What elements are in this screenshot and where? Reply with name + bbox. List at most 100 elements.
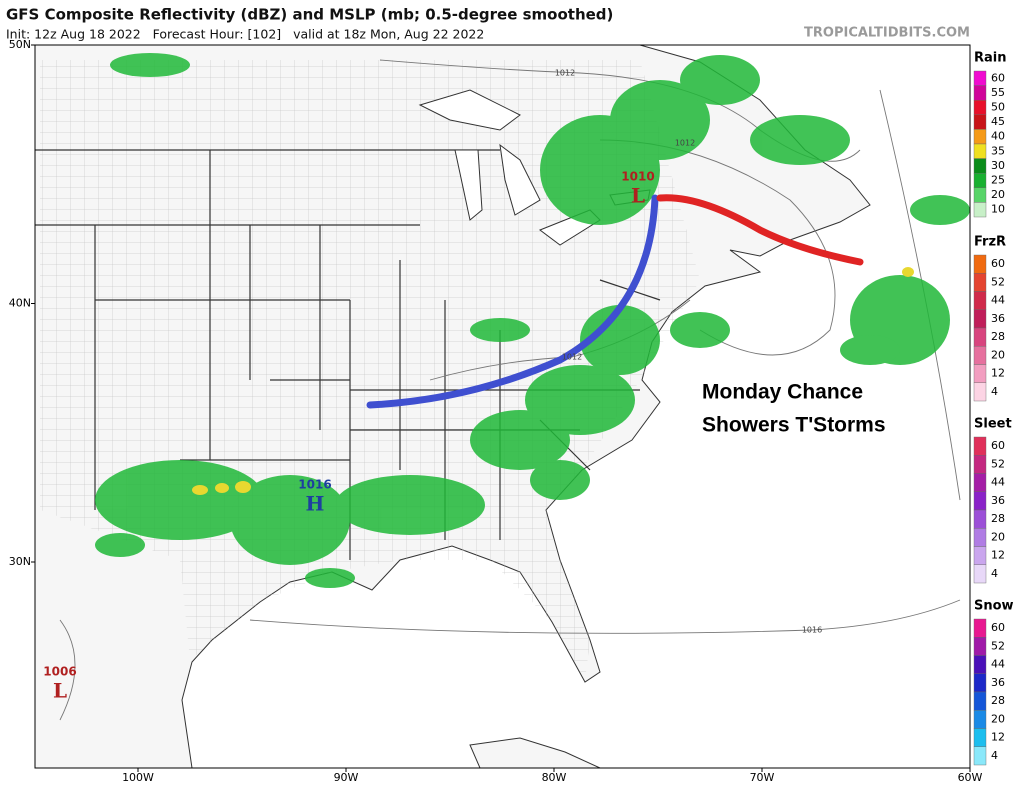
cuba: [469, 737, 601, 768]
legend-swatch: [973, 655, 987, 674]
legend-title: Snow: [974, 599, 1014, 614]
legend-swatch: [973, 187, 987, 203]
map-frame: [34, 44, 971, 769]
legend-level: 28: [991, 330, 1005, 343]
legend-level: 36: [991, 312, 1005, 325]
legend-level: 44: [991, 294, 1005, 307]
legend-level: 4: [991, 567, 998, 580]
legend-level: 52: [991, 275, 1005, 288]
heavy-rain-cells: [192, 267, 914, 495]
longitude-label: 60W: [958, 771, 983, 784]
legend-swatch: [973, 691, 987, 711]
latitude-label: 30N: [9, 555, 31, 568]
legend-level: 45: [991, 115, 1005, 128]
legend-level: 28: [991, 694, 1005, 707]
legend-level: 36: [991, 494, 1005, 507]
legend-swatch: [973, 70, 987, 86]
legend-level: 12: [991, 549, 1005, 562]
legend-swatch: [973, 382, 987, 402]
legend-swatch: [973, 99, 987, 115]
warm-front: [656, 194, 864, 266]
legend-swatch: [973, 746, 987, 766]
legend-level: 52: [991, 457, 1005, 470]
legend-swatch: [973, 564, 987, 584]
legend-swatch: [973, 309, 987, 329]
legend-level: 20: [991, 188, 1005, 201]
legend-level: 40: [991, 130, 1005, 143]
legend-level: 12: [991, 367, 1005, 380]
legend-level: 44: [991, 476, 1005, 489]
legend-swatch: [973, 129, 987, 145]
legend-swatch: [973, 327, 987, 347]
legend-swatch: [973, 436, 987, 456]
longitude-label: 80W: [542, 771, 567, 784]
legend-swatch: [973, 528, 987, 547]
legend-level: 35: [991, 144, 1005, 157]
legend-level: 20: [991, 530, 1005, 543]
legend-level: 25: [991, 174, 1005, 187]
legend-level: 4: [991, 385, 998, 398]
legend-level: 4: [991, 749, 998, 762]
legend-swatch: [973, 273, 987, 292]
legend-swatch: [973, 143, 987, 159]
legend-swatch: [973, 172, 987, 188]
legend-swatch: [973, 673, 987, 693]
rain-areas: [95, 53, 970, 588]
legend-level: 60: [991, 621, 1005, 634]
legend-title: Rain: [974, 51, 1007, 66]
legend-level: 55: [991, 86, 1005, 99]
legend-level: 30: [991, 159, 1005, 172]
legend-swatch: [973, 509, 987, 529]
pressure-value: 1010: [621, 170, 654, 184]
legend-swatch: [973, 114, 987, 130]
legend-title: FrzR: [974, 235, 1006, 250]
latitude-label: 50N: [9, 38, 31, 51]
legend-level: 60: [991, 257, 1005, 270]
latitude-label: 40N: [9, 297, 31, 310]
legend-swatch: [973, 618, 987, 638]
isobar-label: 1012: [562, 353, 582, 362]
longitude-label: 70W: [750, 771, 775, 784]
legend-level: 28: [991, 512, 1005, 525]
longitude-label: 90W: [334, 771, 359, 784]
title: GFS Composite Reflectivity (dBZ) and MSL…: [6, 6, 613, 24]
legend-swatch: [973, 254, 987, 274]
legend-swatch: [973, 491, 987, 511]
legend-level: 20: [991, 348, 1005, 361]
legend-swatch: [973, 346, 987, 365]
isobar-label: 1016: [802, 626, 822, 635]
legend-swatch: [973, 202, 987, 218]
legend-level: 36: [991, 676, 1005, 689]
legend-swatch: [973, 158, 987, 174]
map: Monday Chance Showers T'Storms: [35, 45, 970, 768]
annotation: Monday Chance: [702, 381, 863, 404]
legend-swatch: [973, 291, 987, 310]
legend-title: Sleet: [974, 417, 1012, 432]
pressure-value: 1016: [298, 478, 331, 492]
subtitle: Init: 12z Aug 18 2022 Forecast Hour: [10…: [6, 27, 484, 42]
legend-swatch: [973, 710, 987, 729]
pressure-value: 1006: [43, 665, 76, 679]
legend-level: 20: [991, 712, 1005, 725]
legend-swatch: [973, 473, 987, 492]
pressure-letter: H: [306, 492, 325, 516]
longitude-label: 100W: [122, 771, 154, 784]
legend-level: 52: [991, 639, 1005, 652]
site-label: TROPICALTIDBITS.COM: [804, 26, 970, 41]
legend-swatch: [973, 637, 987, 656]
legend-swatch: [973, 728, 987, 747]
pressure-letter: L: [53, 679, 67, 703]
legend-swatch: [973, 85, 987, 101]
legend-level: 12: [991, 731, 1005, 744]
legend-level: 50: [991, 101, 1005, 114]
legend-level: 10: [991, 203, 1005, 216]
isobar-label: 1012: [675, 139, 695, 148]
legend-swatch: [973, 455, 987, 474]
cold-front: [366, 194, 659, 409]
isobar-label: 1012: [555, 69, 575, 78]
annotation: Showers T'Storms: [702, 414, 886, 437]
legend-swatch: [973, 364, 987, 383]
legend-level: 44: [991, 658, 1005, 671]
legend-swatch: [973, 546, 987, 565]
